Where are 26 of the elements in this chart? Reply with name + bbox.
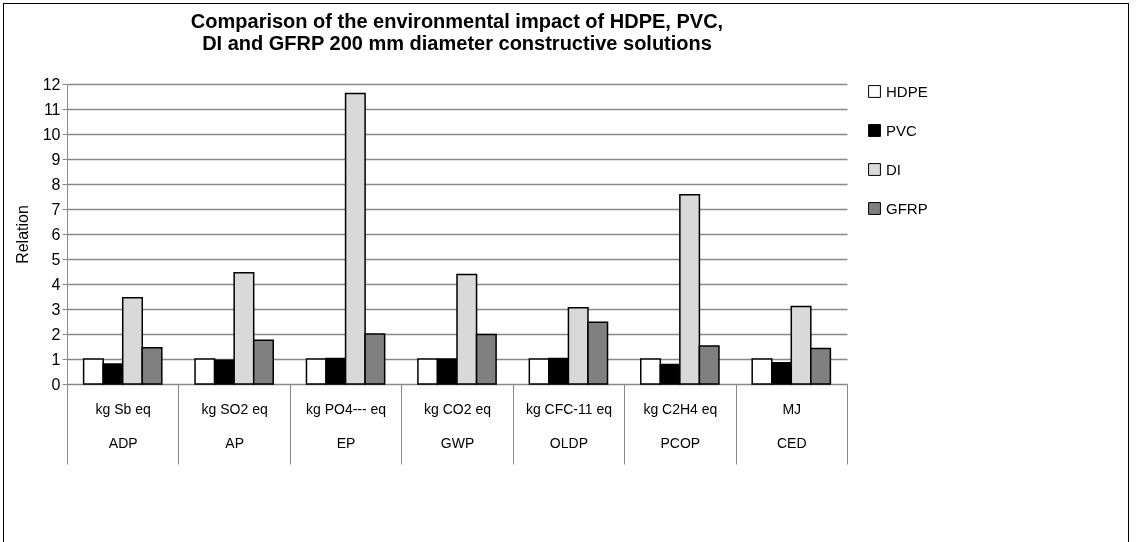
y-tick-label: 2: [51, 325, 61, 343]
legend-label: GFRP: [886, 199, 928, 217]
legend-label: HDPE: [886, 82, 928, 100]
category-label: kg PO4--- eq EP: [306, 400, 387, 451]
y-tick-label: 12: [42, 75, 61, 93]
legend-label: PVC: [886, 121, 918, 139]
y-tick-label: 10: [42, 125, 61, 143]
category-label: kg SO2 eq AP: [201, 400, 268, 451]
y-tick-label: 0: [51, 375, 61, 393]
y-tick-label: 3: [51, 300, 61, 318]
y-tick-label: 11: [43, 100, 61, 118]
y-tick-label: 4: [51, 275, 61, 293]
category-label: kg CO2 eq GWP: [424, 400, 491, 451]
y-tick-label: 8: [51, 175, 61, 193]
category-label: kg Sb eq ADP: [95, 400, 151, 451]
y-tick-label: 7: [51, 200, 61, 218]
y-tick-label: 6: [51, 225, 61, 243]
category-label: MJ CED: [777, 400, 807, 451]
category-label: kg CFC-11 eq OLDP: [525, 400, 612, 451]
legend-label: DI: [886, 160, 901, 178]
y-axis-title: Relation: [13, 205, 31, 264]
y-tick-label: 9: [51, 150, 61, 168]
y-tick-label: 1: [51, 350, 61, 368]
category-label: kg C2H4 eq PCOP: [643, 400, 718, 451]
chart-title: Comparison of the environmental impact of HDPE, PVC, DI and GFRP 200 mm diameter constructive solutions: [190, 10, 724, 54]
y-tick-label: 5: [51, 250, 61, 268]
